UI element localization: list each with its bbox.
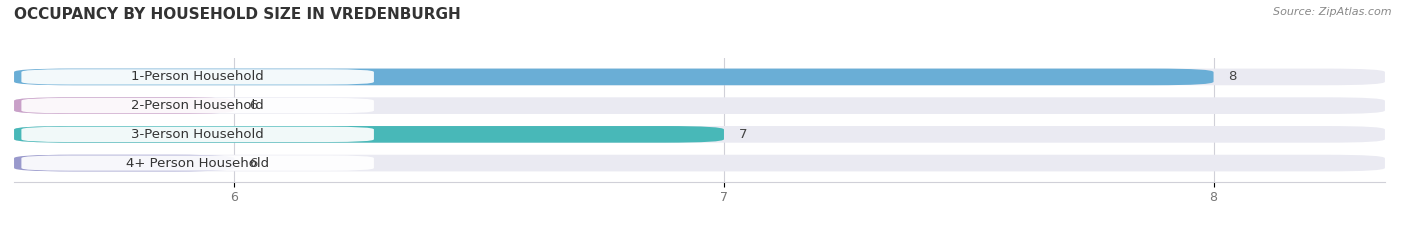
FancyBboxPatch shape	[14, 69, 1213, 85]
FancyBboxPatch shape	[14, 69, 1385, 85]
FancyBboxPatch shape	[14, 97, 1385, 114]
FancyBboxPatch shape	[14, 97, 235, 114]
Text: 6: 6	[249, 99, 257, 112]
FancyBboxPatch shape	[14, 126, 724, 143]
Text: 6: 6	[249, 157, 257, 170]
FancyBboxPatch shape	[21, 98, 374, 113]
Text: 7: 7	[738, 128, 747, 141]
FancyBboxPatch shape	[21, 155, 374, 171]
Text: Source: ZipAtlas.com: Source: ZipAtlas.com	[1274, 7, 1392, 17]
Text: OCCUPANCY BY HOUSEHOLD SIZE IN VREDENBURGH: OCCUPANCY BY HOUSEHOLD SIZE IN VREDENBUR…	[14, 7, 461, 22]
Text: 1-Person Household: 1-Person Household	[131, 70, 264, 83]
FancyBboxPatch shape	[21, 127, 374, 142]
FancyBboxPatch shape	[14, 155, 235, 171]
Text: 4+ Person Household: 4+ Person Household	[127, 157, 269, 170]
FancyBboxPatch shape	[14, 155, 1385, 171]
FancyBboxPatch shape	[21, 69, 374, 85]
FancyBboxPatch shape	[14, 126, 1385, 143]
Text: 3-Person Household: 3-Person Household	[131, 128, 264, 141]
Text: 8: 8	[1229, 70, 1237, 83]
Text: 2-Person Household: 2-Person Household	[131, 99, 264, 112]
